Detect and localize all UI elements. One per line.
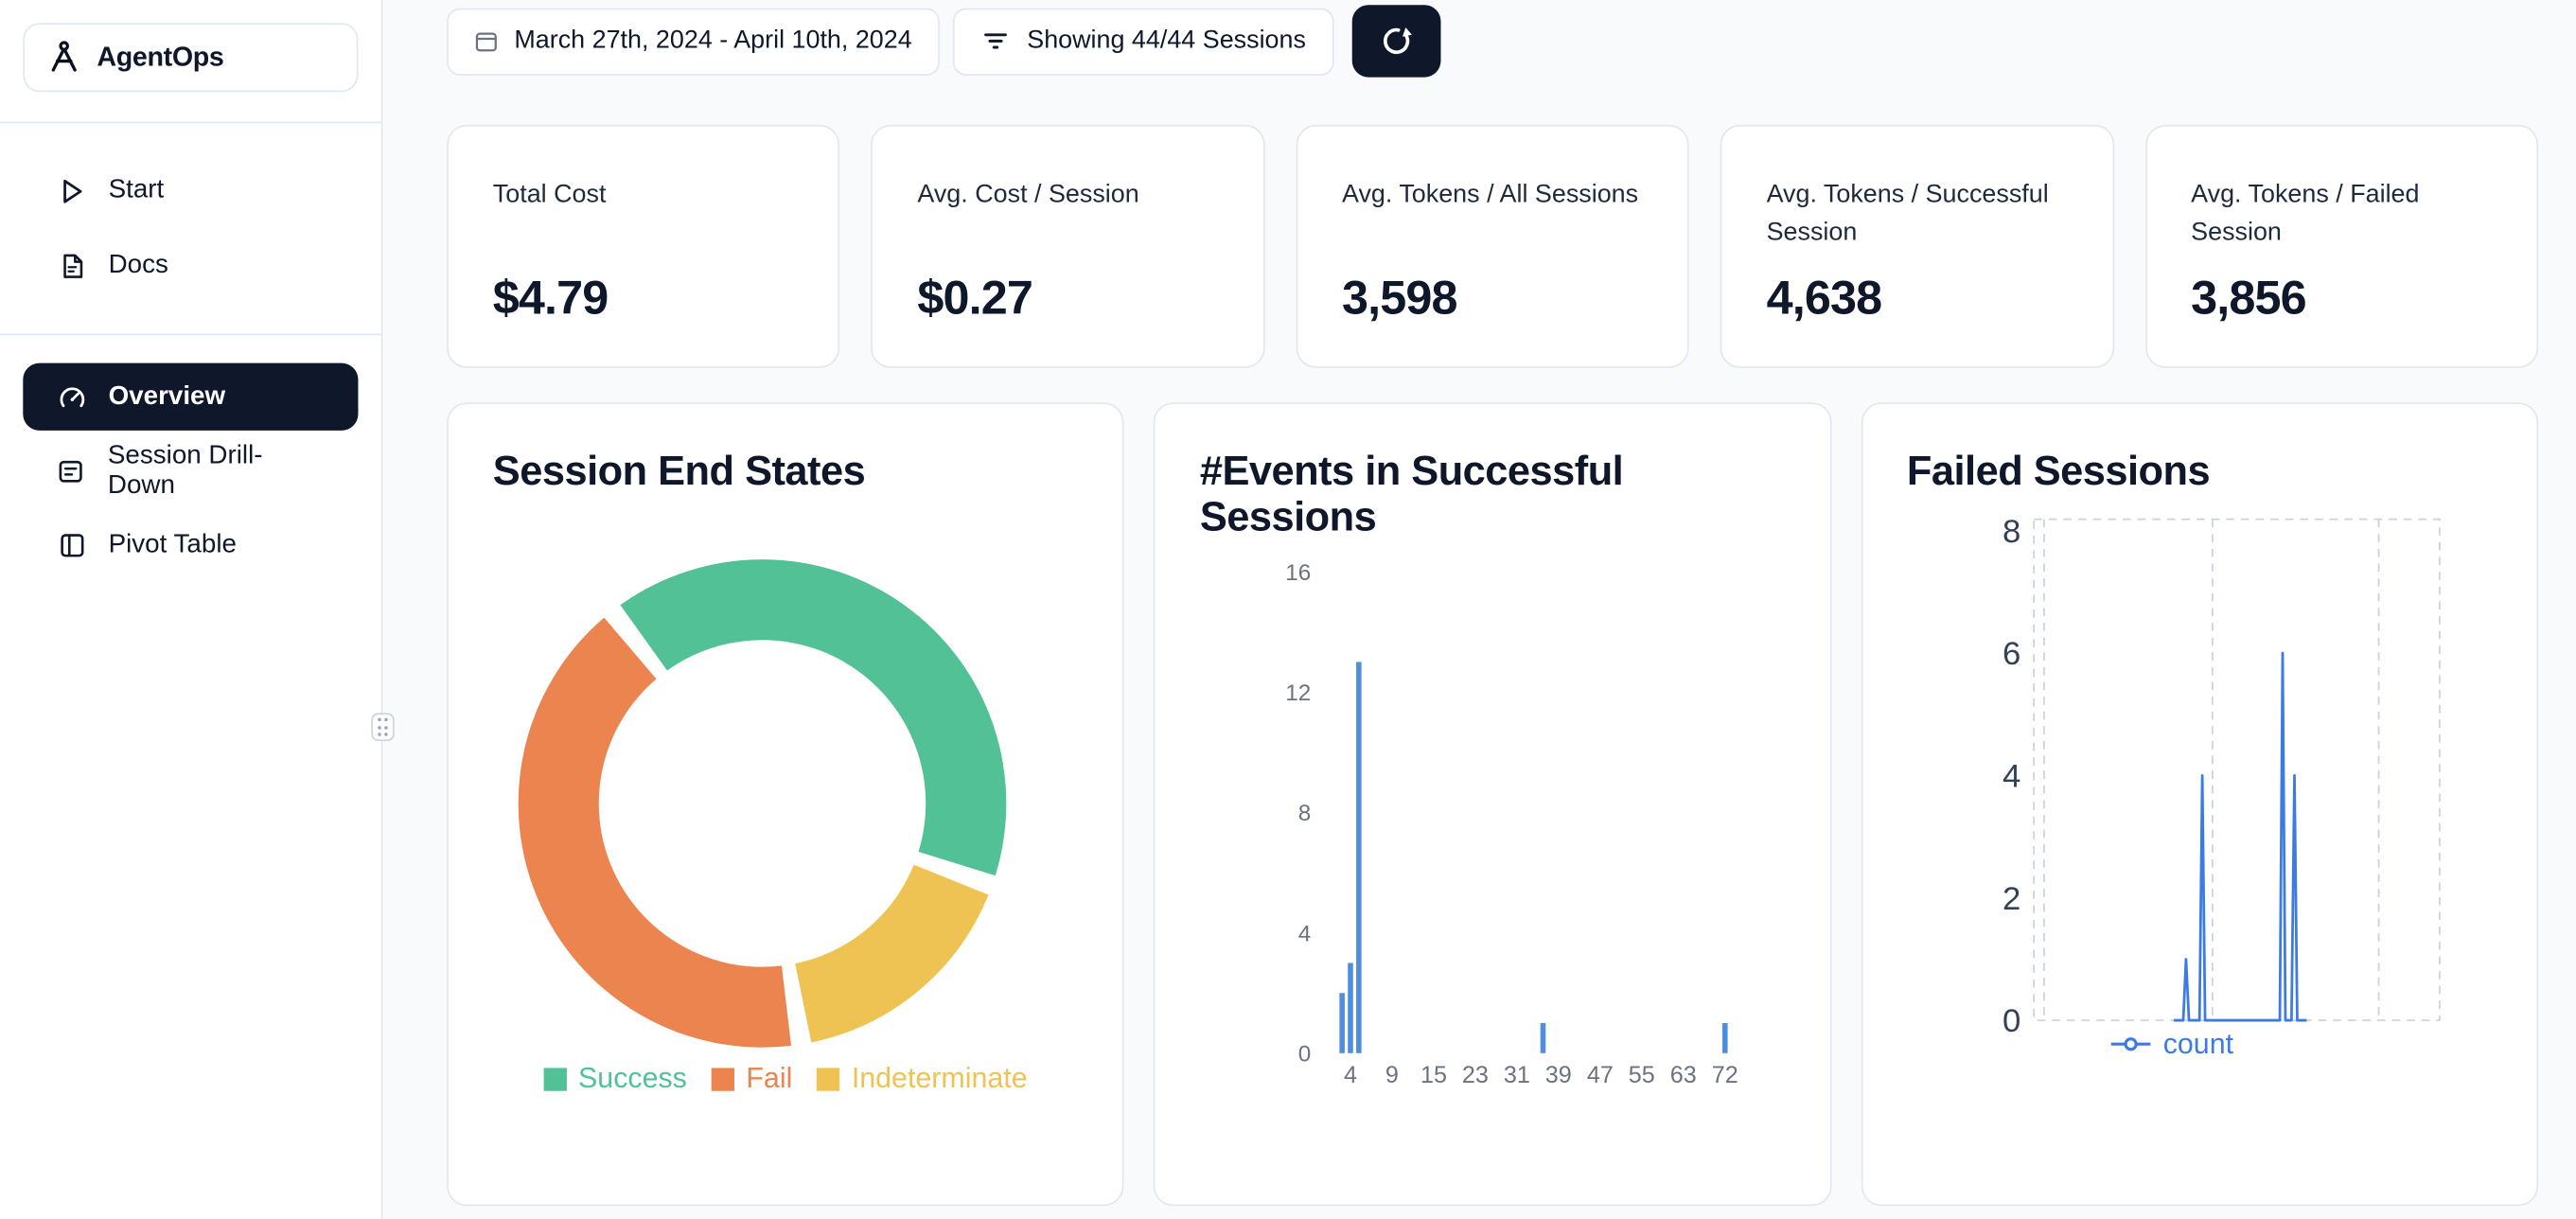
legend-count-label: count [2162, 1027, 2234, 1060]
gauge-icon [56, 382, 87, 412]
refresh-button[interactable] [1351, 5, 1441, 78]
sidebar-item-label: Start [108, 175, 165, 204]
svg-text:9: 9 [1385, 1062, 1399, 1088]
chart-title: Failed Sessions [1906, 448, 2211, 495]
agentops-logo-icon [46, 40, 82, 76]
chart-title: Session End States [492, 448, 866, 495]
stat-card-avg-tokens-successful: Avg. Tokens / Successful Session 4,638 [1720, 124, 2114, 368]
stat-value: 3,598 [1341, 273, 1458, 326]
indeterminate-swatch-icon [817, 1067, 840, 1090]
sidebar-item-pivot-table[interactable]: Pivot Table [23, 513, 358, 578]
svg-text:23: 23 [1463, 1062, 1490, 1088]
stat-card-avg-cost-session: Avg. Cost / Session $0.27 [871, 124, 1265, 368]
sidebar-item-label: Pivot Table [108, 530, 237, 559]
date-range-label: March 27th, 2024 - April 10th, 2024 [514, 26, 912, 55]
stat-value: $0.27 [917, 273, 1033, 326]
svg-text:0: 0 [1298, 1041, 1312, 1067]
sidebar-top-section: Start Docs [0, 123, 381, 333]
sidebar-item-start[interactable]: Start [23, 158, 358, 223]
svg-text:4: 4 [1298, 921, 1312, 946]
legend-item-indeterminate[interactable]: Indeterminate [817, 1061, 1028, 1095]
svg-text:4: 4 [2002, 759, 2020, 795]
session-end-states-donut-chart [518, 559, 1007, 1048]
sessions-filter-label: Showing 44/44 Sessions [1027, 26, 1306, 55]
stat-label: Total Cost [492, 180, 607, 209]
brand-name: AgentOps [97, 42, 224, 72]
svg-text:0: 0 [2002, 1003, 2020, 1039]
stat-value: 3,856 [2191, 273, 2307, 326]
svg-text:47: 47 [1587, 1062, 1614, 1088]
stat-label: Avg. Tokens / Successful Session [1766, 180, 2049, 247]
docs-icon [56, 252, 87, 281]
chart-title: #Events in Successful Sessions [1199, 448, 1624, 541]
stat-label: Avg. Cost / Session [917, 180, 1139, 209]
chart-card-failed-sessions: Failed Sessions 0 2 4 6 8 count [1861, 402, 2539, 1207]
chart-card-events-successful-sessions: #Events in Successful Sessions 0 4 8 12 16 4 9… [1154, 402, 1832, 1207]
brand-logo-link[interactable]: AgentOps [23, 23, 359, 93]
charts-row: Session End States Success Fail Indeterm… [447, 402, 2539, 1207]
legend-label: Success [578, 1061, 687, 1095]
svg-text:6: 6 [2002, 636, 2020, 672]
main-content: March 27th, 2024 - April 10th, 2024 Show… [382, 0, 2576, 1219]
line-series-legend[interactable]: count [2108, 1027, 2233, 1061]
sidebar-item-session-drill-down[interactable]: Session Drill-Down [23, 439, 358, 504]
fail-swatch-icon [711, 1067, 735, 1090]
stat-label: Avg. Tokens / Failed Session [2191, 180, 2420, 247]
sidebar-item-overview[interactable]: Overview [23, 362, 359, 431]
toolbar: March 27th, 2024 - April 10th, 2024 Show… [447, 5, 2538, 78]
donut-legend: Success Fail Indeterminate [449, 1061, 1122, 1095]
svg-text:72: 72 [1712, 1062, 1738, 1088]
date-range-button[interactable]: March 27th, 2024 - April 10th, 2024 [447, 7, 941, 75]
sidebar-item-label: Session Drill-Down [107, 441, 263, 500]
failed-sessions-line-chart: 0 2 4 6 8 [2002, 514, 2441, 1039]
svg-text:4: 4 [1345, 1062, 1358, 1088]
sidebar-item-label: Docs [108, 251, 168, 280]
success-swatch-icon [543, 1067, 567, 1090]
svg-text:12: 12 [1286, 680, 1312, 706]
legend-label: Fail [746, 1061, 793, 1095]
svg-text:8: 8 [1298, 801, 1312, 826]
calendar-icon [475, 29, 498, 52]
sidebar-nav-section: Overview Session Drill-Down [0, 335, 381, 612]
stats-row: Total Cost $4.79 Avg. Cost / Session $0.… [447, 124, 2539, 368]
stat-label: Avg. Tokens / All Sessions [1341, 180, 1639, 209]
stat-card-avg-tokens-all: Avg. Tokens / All Sessions 3,598 [1296, 124, 1689, 368]
stat-value: 4,638 [1766, 273, 1883, 326]
svg-text:63: 63 [1670, 1062, 1697, 1088]
play-icon [56, 175, 87, 206]
sessions-filter-button[interactable]: Showing 44/44 Sessions [953, 7, 1334, 75]
stat-card-total-cost: Total Cost $4.79 [447, 124, 840, 368]
svg-text:8: 8 [2002, 514, 2020, 550]
sidebar-item-docs[interactable]: Docs [23, 234, 358, 299]
legend-label: Indeterminate [851, 1061, 1028, 1095]
legend-item-fail[interactable]: Fail [711, 1061, 793, 1095]
legend-marker-icon [2108, 1034, 2151, 1055]
sidebar-resize-handle[interactable] [371, 713, 395, 741]
events-bar-chart: 0 4 8 12 16 4 9 15 23 31 39 47 55 63 72 [1286, 560, 1738, 1088]
svg-text:55: 55 [1629, 1062, 1655, 1088]
chart-card-session-end-states: Session End States Success Fail Indeterm… [447, 402, 1124, 1207]
sidebar-item-label: Overview [108, 381, 226, 411]
stat-card-avg-tokens-failed: Avg. Tokens / Failed Session 3,856 [2144, 124, 2539, 368]
sidebar: AgentOps Start [0, 0, 383, 1219]
pivot-table-icon [56, 531, 87, 560]
svg-text:39: 39 [1545, 1062, 1572, 1088]
sidebar-divider [0, 121, 381, 124]
legend-item-success[interactable]: Success [543, 1061, 687, 1095]
svg-text:16: 16 [1286, 560, 1312, 586]
refresh-icon [1380, 25, 1413, 58]
sidebar-divider [0, 333, 381, 336]
svg-text:31: 31 [1504, 1062, 1530, 1088]
stat-value: $4.79 [492, 273, 609, 326]
drill-down-icon [56, 457, 86, 486]
svg-text:15: 15 [1421, 1062, 1448, 1088]
svg-text:2: 2 [2002, 881, 2020, 917]
filter-icon [981, 26, 1011, 56]
